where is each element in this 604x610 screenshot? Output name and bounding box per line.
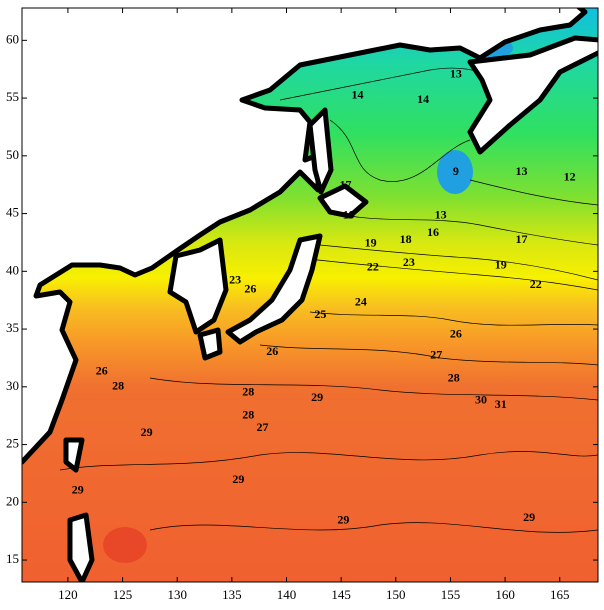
contour-label: 30 [475, 392, 487, 406]
x-tick-label: 150 [386, 587, 406, 602]
contour-label: 26 [266, 344, 278, 358]
contour-label: 19 [343, 208, 355, 222]
contour-label: 29 [337, 513, 349, 527]
contour-label: 28 [112, 379, 124, 393]
y-tick-label: 50 [6, 147, 19, 162]
contour-label: 17 [340, 178, 352, 192]
isotherm [149, 377, 598, 401]
x-tick-label: 165 [550, 587, 570, 602]
contour-label: 12 [564, 170, 576, 184]
x-tick-label: 135 [222, 587, 242, 602]
contour-label: 13 [450, 67, 462, 81]
x-tick-label: 160 [495, 587, 515, 602]
x-tick-label: 145 [331, 587, 351, 602]
y-tick-label: 60 [6, 31, 19, 46]
x-tick-label: 155 [441, 587, 461, 602]
kyushu [197, 327, 223, 361]
contour-label: 31 [495, 397, 507, 411]
y-tick-label: 20 [6, 493, 19, 508]
contour-label: 23 [229, 272, 241, 286]
x-tick-label: 125 [113, 587, 133, 602]
y-tick-label: 40 [6, 262, 19, 277]
contour-label: 14 [417, 92, 429, 106]
isotherm [329, 211, 598, 246]
contour-label: 27 [256, 420, 268, 434]
y-tick-label: 15 [6, 551, 19, 566]
contour-label: 17 [515, 232, 527, 246]
plot-frame [21, 7, 599, 583]
contour-label: 18 [400, 232, 412, 246]
contour-label: 13 [435, 208, 447, 222]
contour-label: 28 [242, 407, 254, 421]
luzon [67, 512, 95, 582]
contour-label: 27 [430, 347, 442, 361]
y-tick-label: 25 [6, 436, 19, 451]
honshu [225, 233, 323, 345]
contour-label: 29 [72, 483, 84, 497]
contour-label: 19 [495, 257, 507, 271]
contour-label: 29 [232, 472, 244, 486]
contour-label: 25 [314, 307, 326, 321]
asia-mainland [22, 8, 588, 465]
isotherm [149, 522, 598, 533]
warm-area [103, 527, 147, 563]
isotherm [469, 179, 598, 206]
contour-label: 16 [427, 225, 439, 239]
contour-label: 22 [530, 277, 542, 291]
isotherm [59, 451, 598, 471]
y-tick-label: 45 [6, 205, 19, 220]
land [22, 8, 598, 582]
isotherm [329, 119, 471, 182]
isotherm [299, 257, 598, 291]
contour-label: 23 [403, 255, 415, 269]
x-tick-label: 140 [277, 587, 297, 602]
contour-label: 28 [242, 384, 254, 398]
contour-label: 26 [244, 282, 256, 296]
plot-area [22, 8, 598, 582]
isotherm [259, 344, 598, 366]
isotherms [59, 67, 598, 533]
isotherm [309, 311, 598, 326]
contour-label: 13 [515, 164, 527, 178]
sakhalin [307, 107, 334, 195]
contour-label: 29 [311, 390, 323, 404]
y-tick-label: 55 [6, 89, 19, 104]
isotherm [319, 244, 598, 281]
contour-label: 26 [450, 327, 462, 341]
contour-label: 26 [96, 364, 108, 378]
contour-label: 24 [355, 294, 367, 308]
y-tick-label: 35 [6, 320, 19, 335]
korea [167, 237, 229, 335]
cold-eddy [437, 150, 473, 194]
taiwan [63, 437, 85, 473]
y-tick-label: 30 [6, 378, 19, 393]
contour-label: 22 [367, 260, 379, 274]
contour-label: 29 [523, 510, 535, 524]
contour-label: 19 [365, 235, 377, 249]
x-tick-label: 130 [167, 587, 187, 602]
contour-label: 28 [448, 370, 460, 384]
x-tick-label: 120 [58, 587, 78, 602]
contour-label: 29 [141, 425, 153, 439]
contour-label: 14 [352, 88, 364, 102]
hokkaido [317, 183, 369, 219]
contour-label: 9 [453, 164, 459, 178]
kamchatka [467, 35, 598, 155]
